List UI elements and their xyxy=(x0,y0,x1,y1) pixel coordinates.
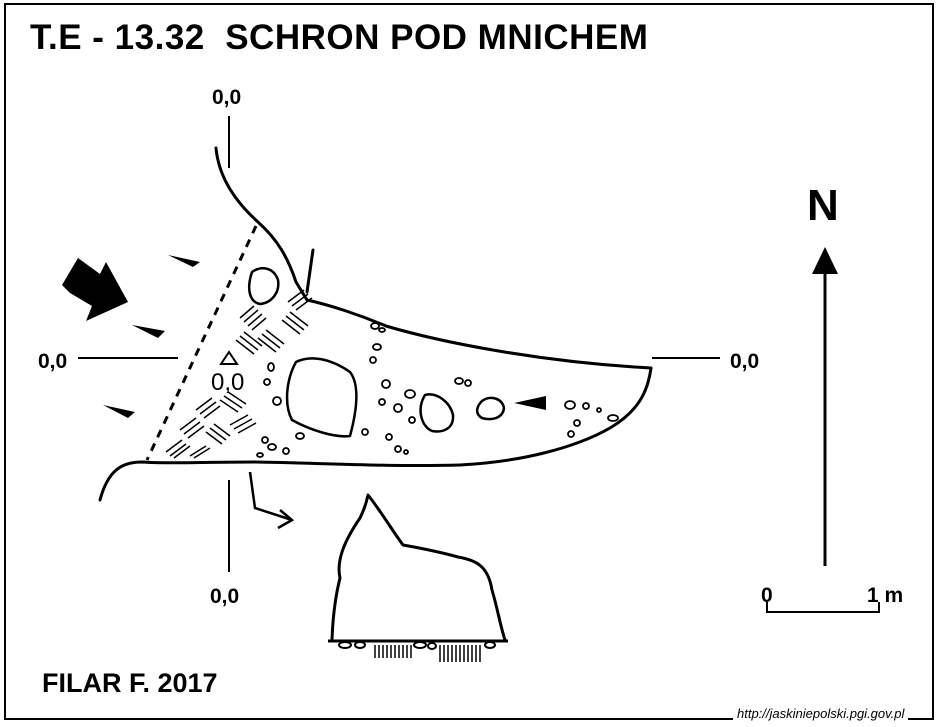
datum-label-bottom: 0,0 xyxy=(210,585,239,608)
cave-wall-outline xyxy=(98,146,653,502)
datum-lines xyxy=(78,116,720,572)
survey-station-icon xyxy=(219,350,239,365)
big-entrance-arrow xyxy=(62,258,128,321)
scale-bar xyxy=(766,602,880,613)
wall-tick xyxy=(305,248,315,294)
scale-start-label: 0 xyxy=(761,584,773,607)
cross-section-profile xyxy=(330,493,507,642)
scale-end-label: 1 m xyxy=(867,584,903,607)
station-label: 0,0 xyxy=(211,369,244,396)
datum-label-left: 0,0 xyxy=(38,350,67,373)
datum-label-right: 0,0 xyxy=(730,350,759,373)
map-title: T.E - 13.32 SCHRON POD MNICHEM xyxy=(30,18,649,57)
rock-blocks xyxy=(248,267,506,438)
map-frame xyxy=(4,3,934,720)
cross-section-floor xyxy=(328,639,508,662)
source-url[interactable]: http://jaskiniepolski.pgi.gov.pl xyxy=(733,706,909,721)
section-line xyxy=(248,471,293,522)
author-credit: FILAR F. 2017 xyxy=(42,668,218,698)
drip-line xyxy=(145,225,258,461)
debris-hatching xyxy=(165,289,313,459)
north-arrow-icon xyxy=(812,247,838,566)
datum-label-top: 0,0 xyxy=(212,86,241,109)
entrance-arrows xyxy=(103,255,546,418)
north-label: N xyxy=(807,181,839,230)
rubble xyxy=(256,322,619,458)
